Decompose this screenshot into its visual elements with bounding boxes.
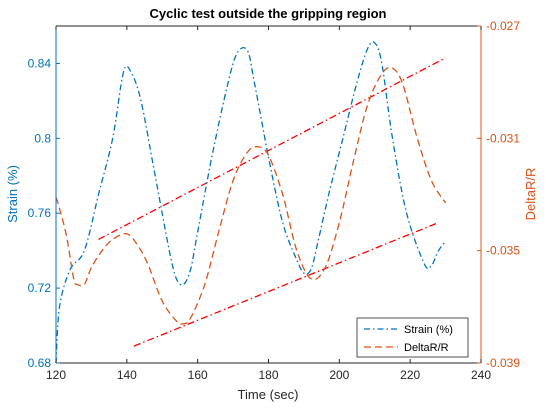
x-tick-label-2: 160 — [188, 368, 208, 382]
right-y-tick-label-1: -0.035 — [486, 244, 520, 258]
right-y-tick-label-0: -0.039 — [486, 356, 520, 370]
right-y-tick-label-2: -0.031 — [486, 131, 520, 145]
legend: Strain (%) DeltaR/R — [356, 317, 469, 358]
right-y-axis-label: DeltaR/R — [523, 168, 538, 221]
data-layer — [55, 41, 447, 364]
plot-area — [56, 26, 481, 363]
legend-deltar-label: DeltaR/R — [404, 342, 449, 354]
right-y-tick-label-3: -0.027 — [486, 19, 520, 33]
x-tick-label-4: 200 — [329, 368, 349, 382]
x-tick-label-3: 180 — [258, 368, 278, 382]
left-y-tick-label-1: 0.72 — [28, 281, 52, 295]
trend-line-1 — [133, 221, 439, 347]
series-deltar-line — [55, 66, 447, 325]
ticks-layer: 120 140 160 180 200 220 240 0.68 0.72 0.76 0.8 0.84… — [28, 19, 521, 382]
legend-strain-label: Strain (%) — [404, 324, 453, 336]
x-tick-label-0: 120 — [46, 368, 66, 382]
left-y-tick-label-4: 0.84 — [28, 56, 52, 70]
left-y-tick-label-0: 0.68 — [28, 356, 52, 370]
left-y-tick-label-3: 0.8 — [34, 131, 51, 145]
left-y-tick-label-2: 0.76 — [28, 206, 52, 220]
x-tick-label-1: 140 — [117, 368, 137, 382]
x-tick-label-6: 240 — [471, 368, 491, 382]
left-y-axis-label: Strain (%) — [5, 165, 20, 223]
x-axis-label: Time (sec) — [238, 387, 299, 402]
chart-title: Cyclic test outside the gripping region — [150, 6, 387, 21]
legend-box — [356, 317, 469, 358]
series-strain-line — [55, 41, 447, 364]
x-tick-label-5: 220 — [400, 368, 420, 382]
